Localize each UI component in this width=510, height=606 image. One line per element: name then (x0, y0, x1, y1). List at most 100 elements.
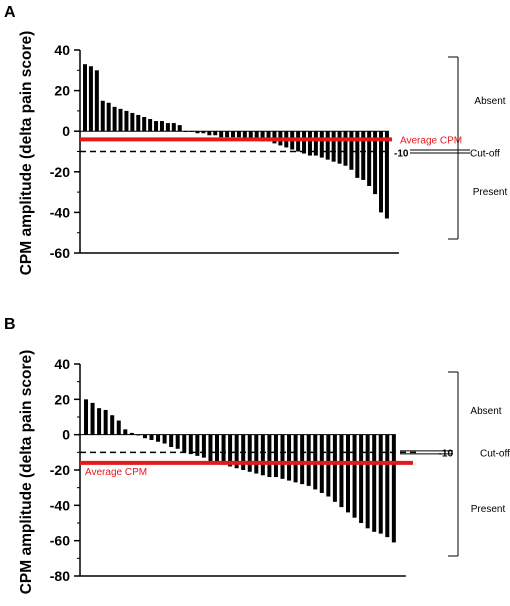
bar-b (326, 434, 331, 497)
bar-b (156, 434, 161, 442)
bar-a (296, 131, 301, 152)
bar-a (88, 66, 93, 132)
y-tick-label-a: -40 (50, 204, 70, 220)
bar-b (188, 434, 193, 455)
cutoff-label-a: Cut-off (470, 149, 500, 160)
bar-a (201, 131, 206, 134)
bars-a (83, 64, 389, 219)
bar-a (248, 131, 253, 140)
bar-a (231, 131, 235, 138)
bar-a (106, 102, 111, 132)
overlay-a: -10 Cut-off Average CPM Absent Present (80, 56, 508, 240)
bar-a (325, 131, 330, 160)
absent-label-a: Absent (474, 96, 505, 107)
y-tick-label-a: 40 (54, 42, 70, 58)
y-tick-label-a: -60 (50, 245, 70, 261)
bar-b (195, 434, 200, 456)
y-tick-label-b: -80 (50, 568, 70, 584)
bar-a (136, 114, 141, 132)
bar-b (129, 432, 134, 435)
y-tick-label-a: 0 (62, 123, 70, 139)
bar-a (171, 123, 176, 132)
bar-a (260, 131, 265, 142)
y-tick-label-b: 40 (54, 356, 70, 372)
bar-b (116, 420, 121, 435)
bar-a (254, 131, 259, 140)
bar-a (343, 131, 348, 166)
bar-a (159, 121, 164, 132)
bar-a (302, 131, 307, 154)
y-tick-label-b: -20 (50, 462, 70, 478)
bar-b (103, 409, 108, 435)
bar-a (384, 131, 389, 219)
bar-b (280, 434, 285, 479)
bar-a (236, 131, 241, 138)
bar-b (110, 415, 115, 435)
panel-letter-a: A (4, 4, 16, 21)
present-label-a: Present (473, 187, 508, 198)
bar-b (149, 434, 154, 440)
bar-b (346, 434, 350, 513)
bar-b (201, 434, 206, 458)
bar-b (306, 434, 311, 486)
bar-a (379, 131, 383, 213)
average-label-a: Average CPM (400, 135, 462, 146)
bar-a (349, 131, 354, 170)
bar-b (254, 434, 259, 474)
bar-b (169, 434, 174, 448)
bar-a (331, 131, 336, 162)
bar-b (136, 434, 141, 436)
bar-a (367, 131, 372, 187)
bar-a (219, 131, 224, 138)
bar-a (100, 100, 105, 132)
bar-b (365, 434, 370, 529)
bar-b (332, 434, 337, 502)
bar-b (234, 434, 239, 469)
y-tick-label-b: -40 (50, 497, 70, 513)
y-axis-label-a: CPM amplitude (delta pain score) (18, 31, 35, 276)
bar-a (183, 131, 188, 132)
bar-a (313, 131, 318, 156)
bar-b (378, 434, 383, 534)
bar-a (319, 131, 324, 158)
bar-a (195, 131, 200, 134)
panel-letter-b: B (4, 316, 16, 333)
bar-b (260, 434, 265, 476)
bar-a (124, 110, 129, 132)
bar-b (90, 402, 95, 435)
bar-a (307, 131, 312, 156)
bar-a (94, 70, 99, 132)
bar-b (142, 434, 147, 439)
bar-a (242, 131, 247, 140)
bar-a (177, 125, 182, 132)
bar-a (148, 119, 153, 132)
bar-b (215, 434, 219, 463)
bar-a (337, 131, 342, 164)
bar-b (162, 434, 167, 444)
y-tick-label-b: 20 (54, 391, 70, 407)
bar-a (225, 131, 230, 138)
y-tick-label-a: -20 (50, 164, 70, 180)
bar-b (359, 434, 364, 523)
bar-b (247, 434, 252, 472)
panel-b: B CPM amplitude (delta pain score) 40 20 0… (4, 316, 510, 594)
y-tick-label-a: 20 (54, 83, 70, 99)
panel-a: A CPM amplitude (delta pain score) 40 20 0… (4, 4, 507, 275)
y-axis-label-b: CPM amplitude (delta pain score) (18, 350, 35, 595)
bar-b (208, 434, 213, 462)
bar-a (154, 121, 159, 132)
bar-b (97, 408, 102, 435)
y-tick-label-b: -60 (50, 533, 70, 549)
bar-a (266, 131, 271, 142)
bar-b (287, 434, 292, 481)
y-tick-label-b: 0 (62, 427, 70, 443)
bar-b (84, 399, 88, 435)
bar-b (221, 434, 226, 465)
bar-a (83, 64, 87, 132)
bar-b (385, 434, 390, 538)
bar-a (118, 108, 123, 132)
bar-b (267, 434, 272, 478)
bar-a (165, 123, 170, 132)
cutoff-value-label-a: -10 (394, 149, 409, 160)
